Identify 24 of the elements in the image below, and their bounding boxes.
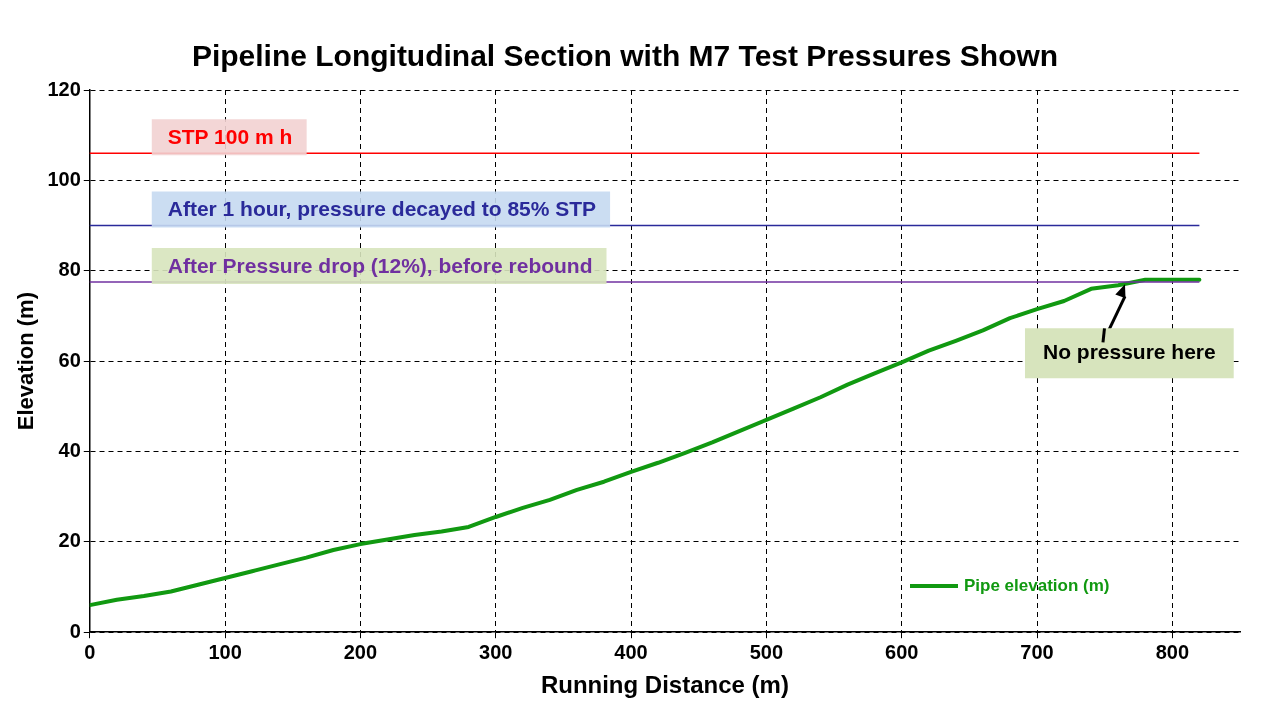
- x-tick-label: 700: [1020, 640, 1054, 663]
- x-tick-label: 800: [1155, 640, 1190, 663]
- x-tick-label: 600: [885, 640, 919, 663]
- annotation: No pressure here: [1042, 340, 1216, 364]
- x-tick-label: 500: [749, 640, 784, 663]
- x-tick-label: 300: [479, 640, 513, 663]
- ref-line-label: After 1 hour, pressure decayed to 85% STP: [167, 197, 597, 221]
- y-axis-title: Elevation (m): [13, 292, 39, 431]
- ref-line-label: After Pressure drop (12%), before rebound: [167, 253, 593, 277]
- y-tick-label: 0: [69, 619, 81, 642]
- y-tick-label: 20: [58, 529, 81, 552]
- chart-title: Pipeline Longitudinal Section with M7 Test Pressures Shown: [191, 39, 1059, 73]
- x-tick-label: 400: [614, 640, 648, 663]
- ref-line-label: STP 100 m h: [167, 125, 293, 149]
- x-axis-title: Running Distance (m): [540, 671, 789, 699]
- y-tick-label: 80: [58, 258, 81, 281]
- legend-label: Pipe elevation (m): [964, 576, 1110, 597]
- x-tick-label: 0: [84, 640, 96, 663]
- y-tick-label: 40: [58, 438, 81, 461]
- x-tick-label: 200: [343, 640, 378, 663]
- y-tick-label: 120: [47, 77, 81, 100]
- y-tick-label: 60: [58, 348, 81, 371]
- x-tick-label: 100: [208, 640, 242, 663]
- y-tick-label: 100: [47, 167, 81, 190]
